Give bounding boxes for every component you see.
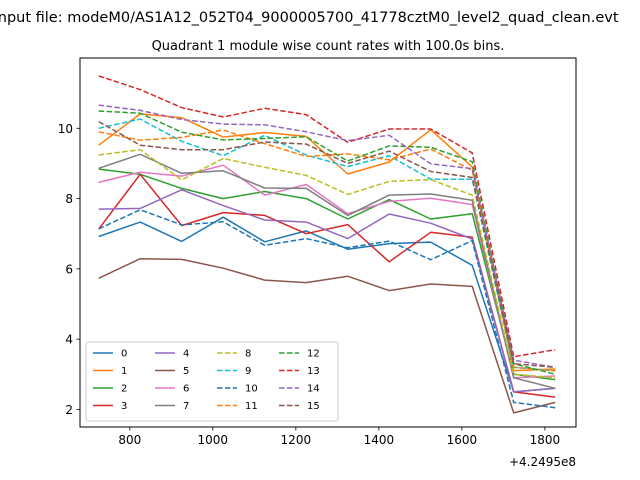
series-line-9 <box>98 118 556 372</box>
legend-label-4: 4 <box>183 349 189 360</box>
series-line-10 <box>98 209 556 409</box>
legend-label-14: 14 <box>307 384 320 395</box>
legend-label-5: 5 <box>183 366 189 377</box>
series-line-14 <box>98 104 556 369</box>
y-tick-label: 4 <box>65 333 73 347</box>
series-line-6 <box>98 164 556 379</box>
legend-label-8: 8 <box>245 349 251 360</box>
x-offset-label: +4.2495e8 <box>509 455 576 469</box>
series-line-0 <box>98 216 556 393</box>
series-line-4 <box>98 189 556 393</box>
x-tick-label: 1600 <box>447 433 478 447</box>
x-tick-label: 800 <box>118 433 141 447</box>
x-tick-label: 1000 <box>198 433 229 447</box>
series-line-15 <box>98 120 556 369</box>
legend-label-15: 15 <box>307 401 320 412</box>
legend-label-2: 2 <box>121 384 127 395</box>
y-tick-label: 8 <box>65 192 73 206</box>
legend-label-10: 10 <box>245 384 258 395</box>
legend-label-1: 1 <box>121 366 127 377</box>
legend-label-13: 13 <box>307 366 320 377</box>
legend-label-11: 11 <box>245 401 258 412</box>
y-tick-label: 6 <box>65 262 73 276</box>
x-tick-label: 1200 <box>281 433 312 447</box>
legend-label-3: 3 <box>121 401 127 412</box>
chart-subtitle: Quadrant 1 module wise count rates with … <box>152 39 505 54</box>
legend-box <box>85 341 339 422</box>
plot-frame <box>79 57 577 428</box>
legend-label-7: 7 <box>183 401 189 412</box>
legend-label-12: 12 <box>307 349 320 360</box>
series-line-5 <box>98 257 556 414</box>
chart-title: Input file: modeM0/AS1A12_052T04_9000005… <box>0 10 619 26</box>
x-tick-label: 1400 <box>364 433 395 447</box>
series-line-7 <box>98 153 556 390</box>
legend-label-9: 9 <box>245 366 251 377</box>
y-tick-label: 2 <box>65 403 73 417</box>
x-tick-label: 1800 <box>530 433 561 447</box>
series-layer <box>98 75 556 414</box>
series-line-13 <box>98 75 556 358</box>
legend-label-0: 0 <box>121 349 127 360</box>
series-line-12 <box>98 110 556 376</box>
series-line-2 <box>98 168 556 381</box>
legend-label-6: 6 <box>183 384 189 395</box>
y-tick-label: 10 <box>58 122 73 136</box>
series-line-8 <box>98 148 556 379</box>
